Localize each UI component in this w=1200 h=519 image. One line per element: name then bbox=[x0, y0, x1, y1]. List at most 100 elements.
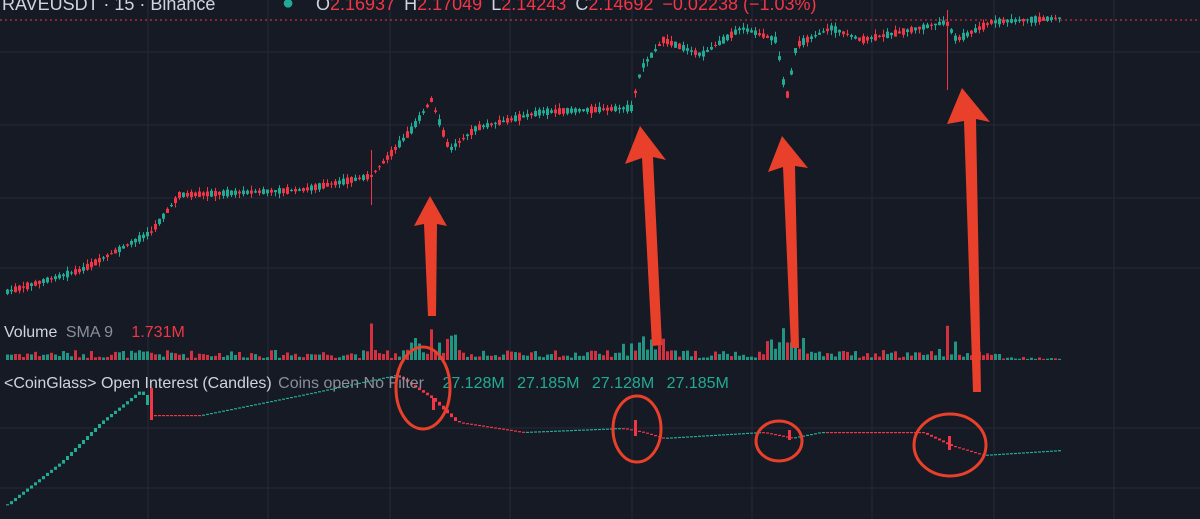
oi-candle bbox=[470, 423, 473, 425]
oi-candle bbox=[258, 403, 261, 405]
price-candle bbox=[322, 182, 325, 189]
volume-bar bbox=[650, 339, 653, 360]
volume-bar bbox=[222, 356, 225, 360]
price-candle bbox=[350, 177, 353, 183]
oi-candle bbox=[542, 431, 545, 433]
volume-bar bbox=[726, 353, 729, 360]
volume-bar bbox=[370, 323, 373, 360]
oi-candle bbox=[578, 429, 581, 431]
oi-candle bbox=[466, 423, 469, 425]
oi-candle bbox=[58, 463, 61, 467]
volume-bar bbox=[158, 354, 161, 360]
price-candle bbox=[642, 63, 645, 68]
oi-candle bbox=[670, 437, 673, 439]
ohlc-readout: O2.16937 H2.17049 L2.14243 C2.14692 −0.0… bbox=[316, 0, 817, 14]
oi-candle bbox=[430, 395, 433, 398]
oi-candle bbox=[482, 425, 485, 427]
oi-candle bbox=[554, 430, 557, 432]
volume-bar bbox=[898, 357, 901, 360]
volume-bar bbox=[1006, 357, 1009, 360]
oi-candle bbox=[486, 426, 489, 428]
oi-candle bbox=[414, 384, 417, 388]
volume-bar bbox=[338, 357, 341, 360]
price-candle bbox=[450, 146, 453, 150]
price-candle bbox=[558, 108, 561, 115]
oi-candle bbox=[938, 438, 941, 441]
oi-candle bbox=[526, 431, 529, 433]
symbol-title[interactable]: RAVEUSDT · 15 · Binance bbox=[2, 0, 216, 14]
price-candle bbox=[590, 106, 593, 114]
price-candle bbox=[334, 181, 337, 186]
volume-bar bbox=[82, 354, 85, 360]
annotation-circle-2 bbox=[611, 394, 663, 464]
volume-bar bbox=[658, 342, 661, 360]
volume-bar bbox=[610, 356, 613, 360]
oi-candle bbox=[910, 432, 913, 434]
oi-candle bbox=[54, 466, 57, 470]
volume-bar bbox=[786, 342, 789, 360]
volume-bar bbox=[878, 356, 881, 360]
volume-bar bbox=[794, 344, 797, 360]
volume-bar bbox=[114, 351, 117, 360]
volume-bar bbox=[262, 358, 265, 360]
price-candle bbox=[862, 36, 865, 44]
volume-bar bbox=[210, 356, 213, 360]
price-candle bbox=[482, 125, 485, 128]
volume-bar bbox=[998, 354, 1001, 360]
price-candle bbox=[378, 166, 381, 168]
price-candle bbox=[622, 107, 625, 110]
volume-bar bbox=[614, 352, 617, 360]
volume-bar bbox=[146, 351, 149, 360]
price-candle bbox=[258, 190, 261, 193]
price-candle bbox=[430, 98, 433, 102]
oi-candle bbox=[386, 376, 389, 379]
price-candle bbox=[174, 197, 177, 203]
price-candle bbox=[594, 107, 597, 113]
oi-candle bbox=[90, 432, 93, 436]
oi-candle bbox=[494, 427, 497, 429]
price-candle bbox=[250, 190, 253, 194]
oi-candle bbox=[22, 491, 25, 495]
oi-candle bbox=[850, 432, 853, 434]
oi-candle bbox=[518, 431, 521, 433]
oi-candle bbox=[422, 390, 425, 393]
price-candle bbox=[814, 35, 817, 37]
oi-candle bbox=[866, 432, 869, 434]
price-candle bbox=[970, 30, 973, 34]
oi-candle bbox=[1002, 453, 1005, 455]
volume-bar bbox=[174, 353, 177, 360]
oi-candle bbox=[6, 504, 9, 506]
annotation-arrow-4 bbox=[947, 88, 990, 392]
oi-candle bbox=[662, 437, 665, 439]
oi-candle bbox=[682, 436, 685, 438]
oi-candle bbox=[810, 434, 813, 436]
oi-candle bbox=[722, 434, 725, 436]
volume-bar bbox=[766, 341, 769, 360]
price-candle bbox=[870, 37, 873, 39]
volume-bar bbox=[230, 351, 233, 360]
volume-bar bbox=[670, 350, 673, 360]
oi-candle bbox=[246, 405, 249, 407]
volume-bar bbox=[110, 354, 113, 360]
price-candle bbox=[18, 285, 21, 291]
volume-bar bbox=[826, 353, 829, 360]
oi-pane-legend[interactable]: <CoinGlass> Open Interest (Candles) Coin… bbox=[4, 374, 729, 394]
oi-candle bbox=[314, 392, 317, 394]
oi-candle bbox=[262, 402, 265, 404]
price-candle bbox=[366, 174, 369, 180]
volume-bar bbox=[830, 353, 833, 360]
price-candle bbox=[342, 178, 345, 185]
oi-candle bbox=[530, 431, 533, 433]
volume-bar bbox=[1026, 358, 1029, 360]
volume-bar bbox=[326, 354, 329, 360]
price-candle bbox=[510, 118, 513, 121]
price-candle bbox=[950, 29, 953, 33]
volume-bar bbox=[182, 354, 185, 360]
oi-candle bbox=[106, 417, 109, 421]
oi-candle bbox=[46, 472, 49, 476]
volume-bar bbox=[462, 352, 465, 360]
price-candle bbox=[846, 33, 849, 35]
volume-pane-legend[interactable]: Volume SMA 9 1.731M bbox=[4, 323, 185, 343]
volume-bar bbox=[430, 329, 433, 360]
